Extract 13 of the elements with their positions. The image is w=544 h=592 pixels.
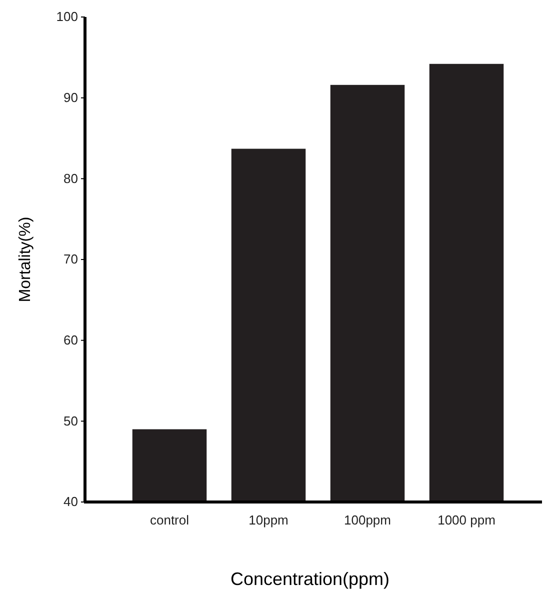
y-tick-label: 100 <box>56 9 78 24</box>
y-tick-label: 40 <box>64 494 78 510</box>
y-tick-label: 90 <box>64 90 78 105</box>
y-axis-title: Mortality(%) <box>17 216 34 302</box>
y-tick-label: 60 <box>64 332 78 348</box>
y-tick-label: 80 <box>64 170 78 186</box>
x-tick-label: 10ppm <box>248 512 288 528</box>
x-tick-label: 100ppm <box>344 512 391 528</box>
y-tick-label: 70 <box>64 252 78 267</box>
x-tick-label: control <box>150 512 190 528</box>
x-axis-title: Concentration(ppm) <box>230 569 390 589</box>
x-tick-label: 1000 ppm <box>438 512 496 528</box>
y-tick-label: 50 <box>64 413 78 428</box>
